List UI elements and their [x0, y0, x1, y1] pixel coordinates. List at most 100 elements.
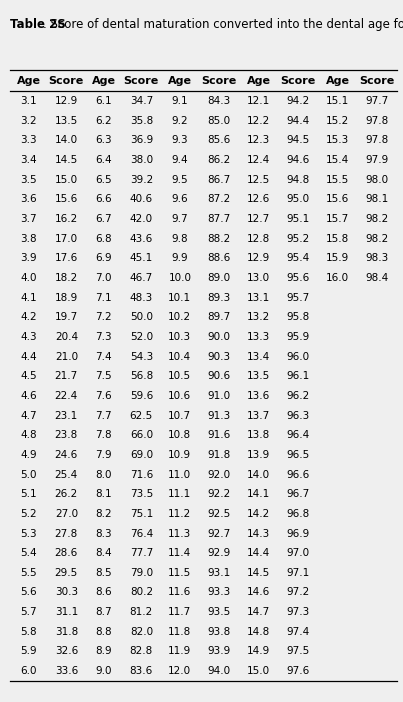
Text: 89.0: 89.0 — [208, 273, 231, 283]
Text: 6.5: 6.5 — [96, 175, 112, 185]
Text: 5.1: 5.1 — [21, 489, 37, 499]
Text: 5.4: 5.4 — [21, 548, 37, 558]
Text: 14.0: 14.0 — [55, 135, 78, 145]
Text: 4.3: 4.3 — [21, 332, 37, 342]
Text: 28.6: 28.6 — [55, 548, 78, 558]
Text: 95.1: 95.1 — [287, 214, 310, 224]
Text: 59.6: 59.6 — [130, 391, 153, 401]
Text: 66.0: 66.0 — [130, 430, 153, 440]
Text: 62.5: 62.5 — [130, 411, 153, 420]
Text: 84.3: 84.3 — [208, 96, 231, 106]
Text: 4.2: 4.2 — [21, 312, 37, 322]
Text: 4.8: 4.8 — [21, 430, 37, 440]
Text: 11.5: 11.5 — [168, 568, 191, 578]
Text: 18.9: 18.9 — [55, 293, 78, 303]
Text: 50.0: 50.0 — [130, 312, 153, 322]
Text: 97.8: 97.8 — [366, 116, 389, 126]
Text: 82.8: 82.8 — [130, 647, 153, 656]
Text: 21.7: 21.7 — [55, 371, 78, 381]
Text: 77.7: 77.7 — [130, 548, 153, 558]
Text: 12.2: 12.2 — [247, 116, 270, 126]
Text: 5.7: 5.7 — [21, 607, 37, 617]
Text: 86.2: 86.2 — [208, 155, 231, 165]
Text: 3.6: 3.6 — [21, 194, 37, 204]
Text: 95.4: 95.4 — [287, 253, 310, 263]
Text: 23.1: 23.1 — [55, 411, 78, 420]
Text: 5.5: 5.5 — [21, 568, 37, 578]
Text: 3.1: 3.1 — [21, 96, 37, 106]
Text: 94.4: 94.4 — [287, 116, 310, 126]
Text: 97.5: 97.5 — [287, 647, 310, 656]
Text: 92.5: 92.5 — [208, 509, 231, 519]
Text: 10.9: 10.9 — [168, 450, 191, 460]
Text: 96.5: 96.5 — [287, 450, 310, 460]
Text: 98.4: 98.4 — [366, 273, 389, 283]
Text: 85.6: 85.6 — [208, 135, 231, 145]
Text: 16.2: 16.2 — [55, 214, 78, 224]
Text: 12.4: 12.4 — [247, 155, 270, 165]
Text: 94.2: 94.2 — [287, 96, 310, 106]
Text: 12.5: 12.5 — [247, 175, 270, 185]
Text: 5.2: 5.2 — [21, 509, 37, 519]
Text: Age: Age — [92, 76, 116, 86]
Text: 13.3: 13.3 — [247, 332, 270, 342]
Text: 15.5: 15.5 — [326, 175, 349, 185]
Text: 15.8: 15.8 — [326, 234, 349, 244]
Text: 29.5: 29.5 — [55, 568, 78, 578]
Text: 96.6: 96.6 — [287, 470, 310, 479]
Text: 10.1: 10.1 — [168, 293, 191, 303]
Text: 40.6: 40.6 — [130, 194, 153, 204]
Text: 98.0: 98.0 — [366, 175, 389, 185]
Text: 9.5: 9.5 — [172, 175, 188, 185]
Text: 92.7: 92.7 — [208, 529, 231, 538]
Text: 20.4: 20.4 — [55, 332, 78, 342]
Text: 80.2: 80.2 — [130, 588, 153, 597]
Text: 12.9: 12.9 — [55, 96, 78, 106]
Text: 6.1: 6.1 — [96, 96, 112, 106]
Text: 9.3: 9.3 — [172, 135, 188, 145]
Text: 11.1: 11.1 — [168, 489, 191, 499]
Text: 3.2: 3.2 — [21, 116, 37, 126]
Text: 96.0: 96.0 — [287, 352, 310, 362]
Text: 14.2: 14.2 — [247, 509, 270, 519]
Text: 5.6: 5.6 — [21, 588, 37, 597]
Text: 92.2: 92.2 — [208, 489, 231, 499]
Text: 16.0: 16.0 — [326, 273, 349, 283]
Text: Age: Age — [168, 76, 192, 86]
Text: 96.1: 96.1 — [287, 371, 310, 381]
Text: 15.3: 15.3 — [326, 135, 349, 145]
Text: 12.1: 12.1 — [247, 96, 270, 106]
Text: 14.3: 14.3 — [247, 529, 270, 538]
Text: 96.3: 96.3 — [287, 411, 310, 420]
Text: 8.1: 8.1 — [96, 489, 112, 499]
Text: 75.1: 75.1 — [130, 509, 153, 519]
Text: 13.1: 13.1 — [247, 293, 270, 303]
Text: 98.3: 98.3 — [366, 253, 389, 263]
Text: 31.8: 31.8 — [55, 627, 78, 637]
Text: 7.9: 7.9 — [96, 450, 112, 460]
Text: 9.6: 9.6 — [172, 194, 188, 204]
Text: 3.9: 3.9 — [21, 253, 37, 263]
Text: 5.9: 5.9 — [21, 647, 37, 656]
Text: 88.6: 88.6 — [208, 253, 231, 263]
Text: 97.3: 97.3 — [287, 607, 310, 617]
Text: 7.0: 7.0 — [96, 273, 112, 283]
Text: 24.6: 24.6 — [55, 450, 78, 460]
Text: 10.0: 10.0 — [168, 273, 191, 283]
Text: 15.1: 15.1 — [326, 96, 349, 106]
Text: Score: Score — [49, 76, 84, 86]
Text: 15.6: 15.6 — [55, 194, 78, 204]
Text: 10.6: 10.6 — [168, 391, 191, 401]
Text: 79.0: 79.0 — [130, 568, 153, 578]
Text: 98.2: 98.2 — [366, 234, 389, 244]
Text: 9.7: 9.7 — [172, 214, 188, 224]
Text: 91.8: 91.8 — [208, 450, 231, 460]
Text: 11.9: 11.9 — [168, 647, 191, 656]
Text: 13.4: 13.4 — [247, 352, 270, 362]
Text: 97.2: 97.2 — [287, 588, 310, 597]
Text: 5.0: 5.0 — [21, 470, 37, 479]
Text: 98.2: 98.2 — [366, 214, 389, 224]
Text: 4.0: 4.0 — [21, 273, 37, 283]
Text: 42.0: 42.0 — [130, 214, 153, 224]
Text: Table 2S: Table 2S — [10, 18, 66, 31]
